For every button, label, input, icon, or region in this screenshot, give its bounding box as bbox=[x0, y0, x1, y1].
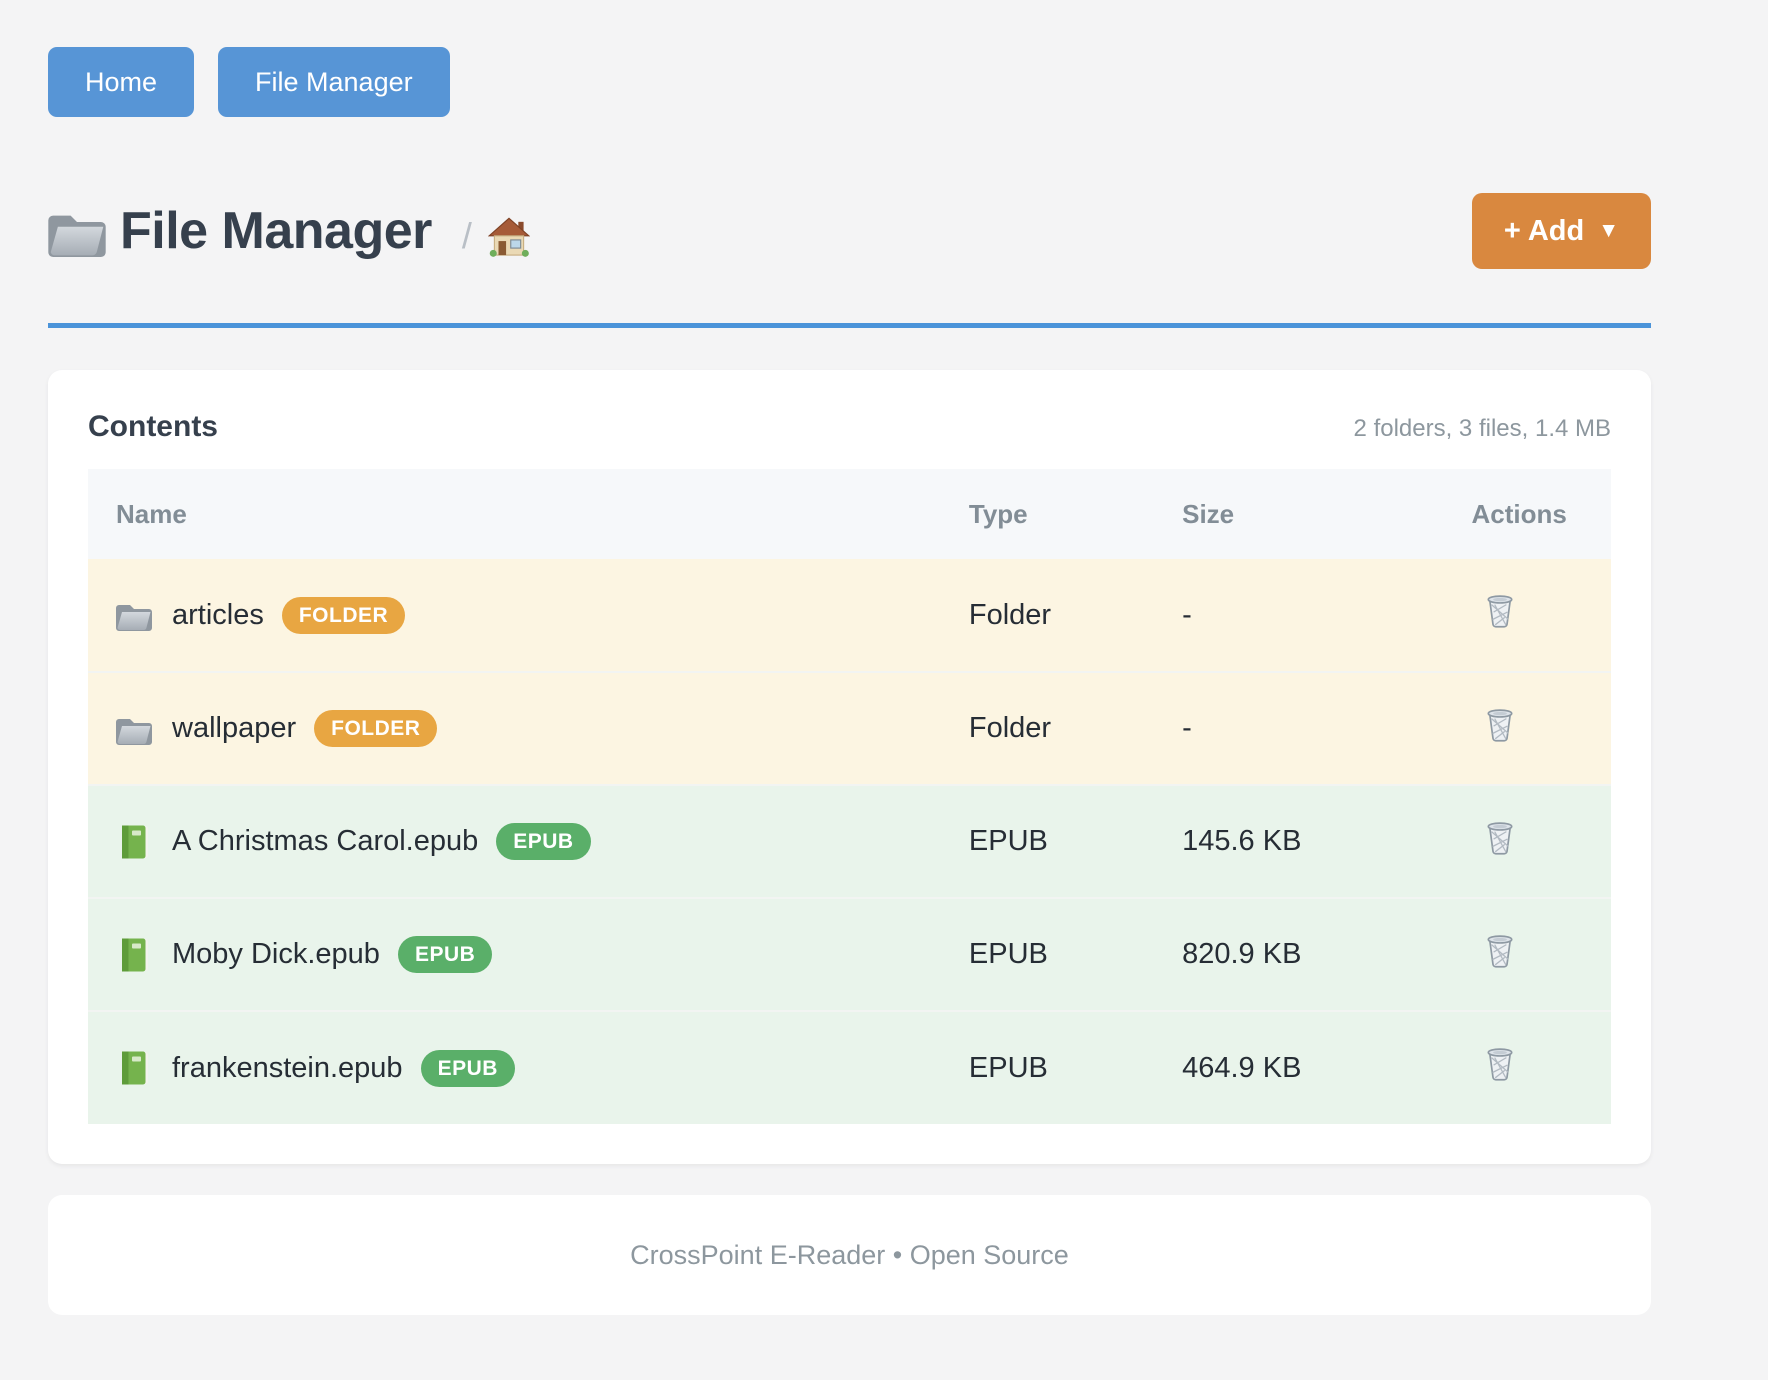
item-size: - bbox=[1154, 671, 1444, 785]
item-name-link[interactable]: Moby Dick.epub bbox=[172, 938, 380, 970]
column-header-size: Size bbox=[1154, 469, 1444, 559]
book-icon bbox=[122, 938, 148, 971]
item-name-link[interactable]: wallpaper bbox=[172, 712, 297, 744]
trash-icon bbox=[1487, 595, 1514, 628]
book-icon bbox=[122, 825, 148, 858]
house-icon bbox=[488, 217, 530, 258]
footer: CrossPoint E-Reader • Open Source bbox=[48, 1195, 1651, 1315]
contents-card: Contents 2 folders, 3 files, 1.4 MB Name… bbox=[48, 370, 1651, 1164]
table-row: frankenstein.epub EPUB EPUB 464.9 KB bbox=[88, 1010, 1611, 1124]
footer-text: CrossPoint E-Reader • Open Source bbox=[630, 1239, 1069, 1270]
page-title: File Manager bbox=[120, 202, 432, 260]
file-table: Name Type Size Actions articles FOLDER F… bbox=[88, 469, 1611, 1124]
epub-badge: EPUB bbox=[397, 936, 493, 973]
contents-card-header: Contents 2 folders, 3 files, 1.4 MB bbox=[88, 410, 1611, 444]
item-size: - bbox=[1154, 559, 1444, 672]
page: Home File Manager File Manager / + Add ▼… bbox=[48, 47, 1651, 1315]
delete-button[interactable] bbox=[1485, 708, 1515, 742]
home-button[interactable]: Home bbox=[48, 47, 195, 117]
item-name-link[interactable]: articles bbox=[172, 598, 264, 631]
add-button[interactable]: + Add ▼ bbox=[1471, 193, 1651, 269]
delete-button[interactable] bbox=[1485, 594, 1515, 628]
breadcrumb-home[interactable] bbox=[488, 216, 530, 258]
trash-icon bbox=[1487, 934, 1514, 968]
book-icon bbox=[122, 1051, 148, 1085]
epub-badge: EPUB bbox=[420, 1049, 515, 1087]
item-type: Folder bbox=[940, 671, 1155, 785]
trash-icon bbox=[1487, 821, 1514, 855]
file-manager-button[interactable]: File Manager bbox=[218, 47, 450, 117]
table-row: wallpaper FOLDER Folder - bbox=[88, 671, 1611, 785]
item-size: 464.9 KB bbox=[1154, 1010, 1444, 1124]
delete-button[interactable] bbox=[1485, 1047, 1515, 1081]
table-row: articles FOLDER Folder - bbox=[88, 559, 1611, 672]
folder-badge: FOLDER bbox=[281, 596, 406, 634]
folder-icon bbox=[116, 605, 152, 631]
delete-button[interactable] bbox=[1485, 934, 1515, 968]
table-row: A Christmas Carol.epub EPUB EPUB 145.6 K… bbox=[88, 784, 1611, 898]
column-header-actions: Actions bbox=[1443, 469, 1611, 559]
header-divider bbox=[48, 323, 1651, 328]
trash-icon bbox=[1487, 1048, 1514, 1081]
column-header-type: Type bbox=[940, 469, 1155, 559]
item-size: 820.9 KB bbox=[1154, 897, 1444, 1011]
chevron-down-icon: ▼ bbox=[1598, 219, 1619, 242]
item-size: 145.6 KB bbox=[1154, 784, 1444, 898]
epub-badge: EPUB bbox=[496, 823, 591, 860]
table-row: Moby Dick.epub EPUB EPUB 820.9 KB bbox=[88, 897, 1611, 1011]
item-type: EPUB bbox=[940, 897, 1155, 1011]
title-wrap: File Manager / bbox=[48, 201, 530, 261]
top-nav: Home File Manager bbox=[48, 47, 1651, 117]
item-type: EPUB bbox=[940, 1010, 1155, 1124]
folder-icon bbox=[48, 215, 106, 257]
trash-icon bbox=[1487, 708, 1514, 742]
add-button-label: + Add bbox=[1503, 214, 1585, 247]
item-type: EPUB bbox=[940, 784, 1155, 898]
contents-summary: 2 folders, 3 files, 1.4 MB bbox=[1353, 415, 1611, 442]
page-header: File Manager / + Add ▼ bbox=[48, 193, 1651, 269]
folder-icon bbox=[116, 718, 152, 745]
breadcrumb-separator: / bbox=[461, 215, 472, 256]
delete-button[interactable] bbox=[1485, 821, 1515, 855]
contents-title: Contents bbox=[88, 410, 218, 443]
folder-badge: FOLDER bbox=[314, 710, 438, 747]
item-name-link[interactable]: A Christmas Carol.epub bbox=[172, 825, 479, 857]
table-header-row: Name Type Size Actions bbox=[88, 469, 1611, 559]
item-type: Folder bbox=[940, 559, 1155, 672]
column-header-name: Name bbox=[88, 469, 941, 559]
item-name-link[interactable]: frankenstein.epub bbox=[172, 1051, 403, 1084]
